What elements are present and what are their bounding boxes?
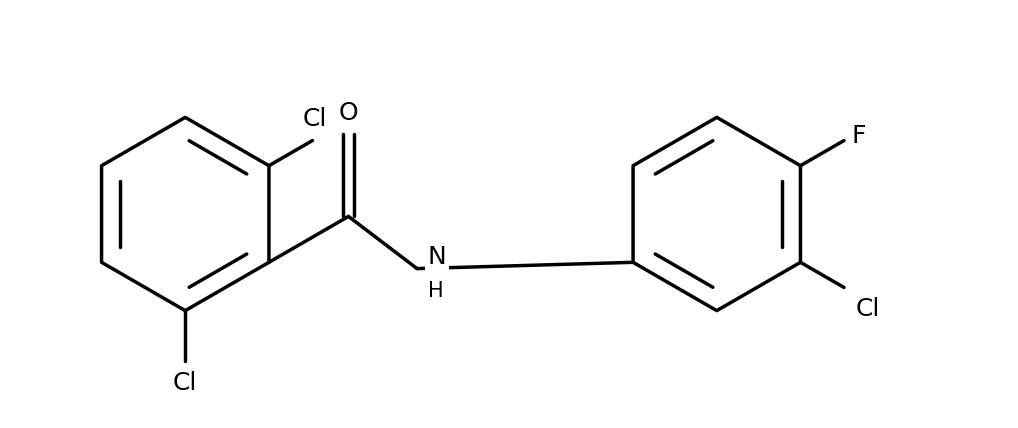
Text: F: F [852, 124, 866, 148]
Text: H: H [428, 281, 444, 301]
Text: N: N [428, 246, 447, 270]
Text: Cl: Cl [302, 107, 327, 131]
Text: O: O [339, 101, 358, 125]
Text: Cl: Cl [855, 297, 880, 321]
Text: Cl: Cl [173, 371, 197, 395]
